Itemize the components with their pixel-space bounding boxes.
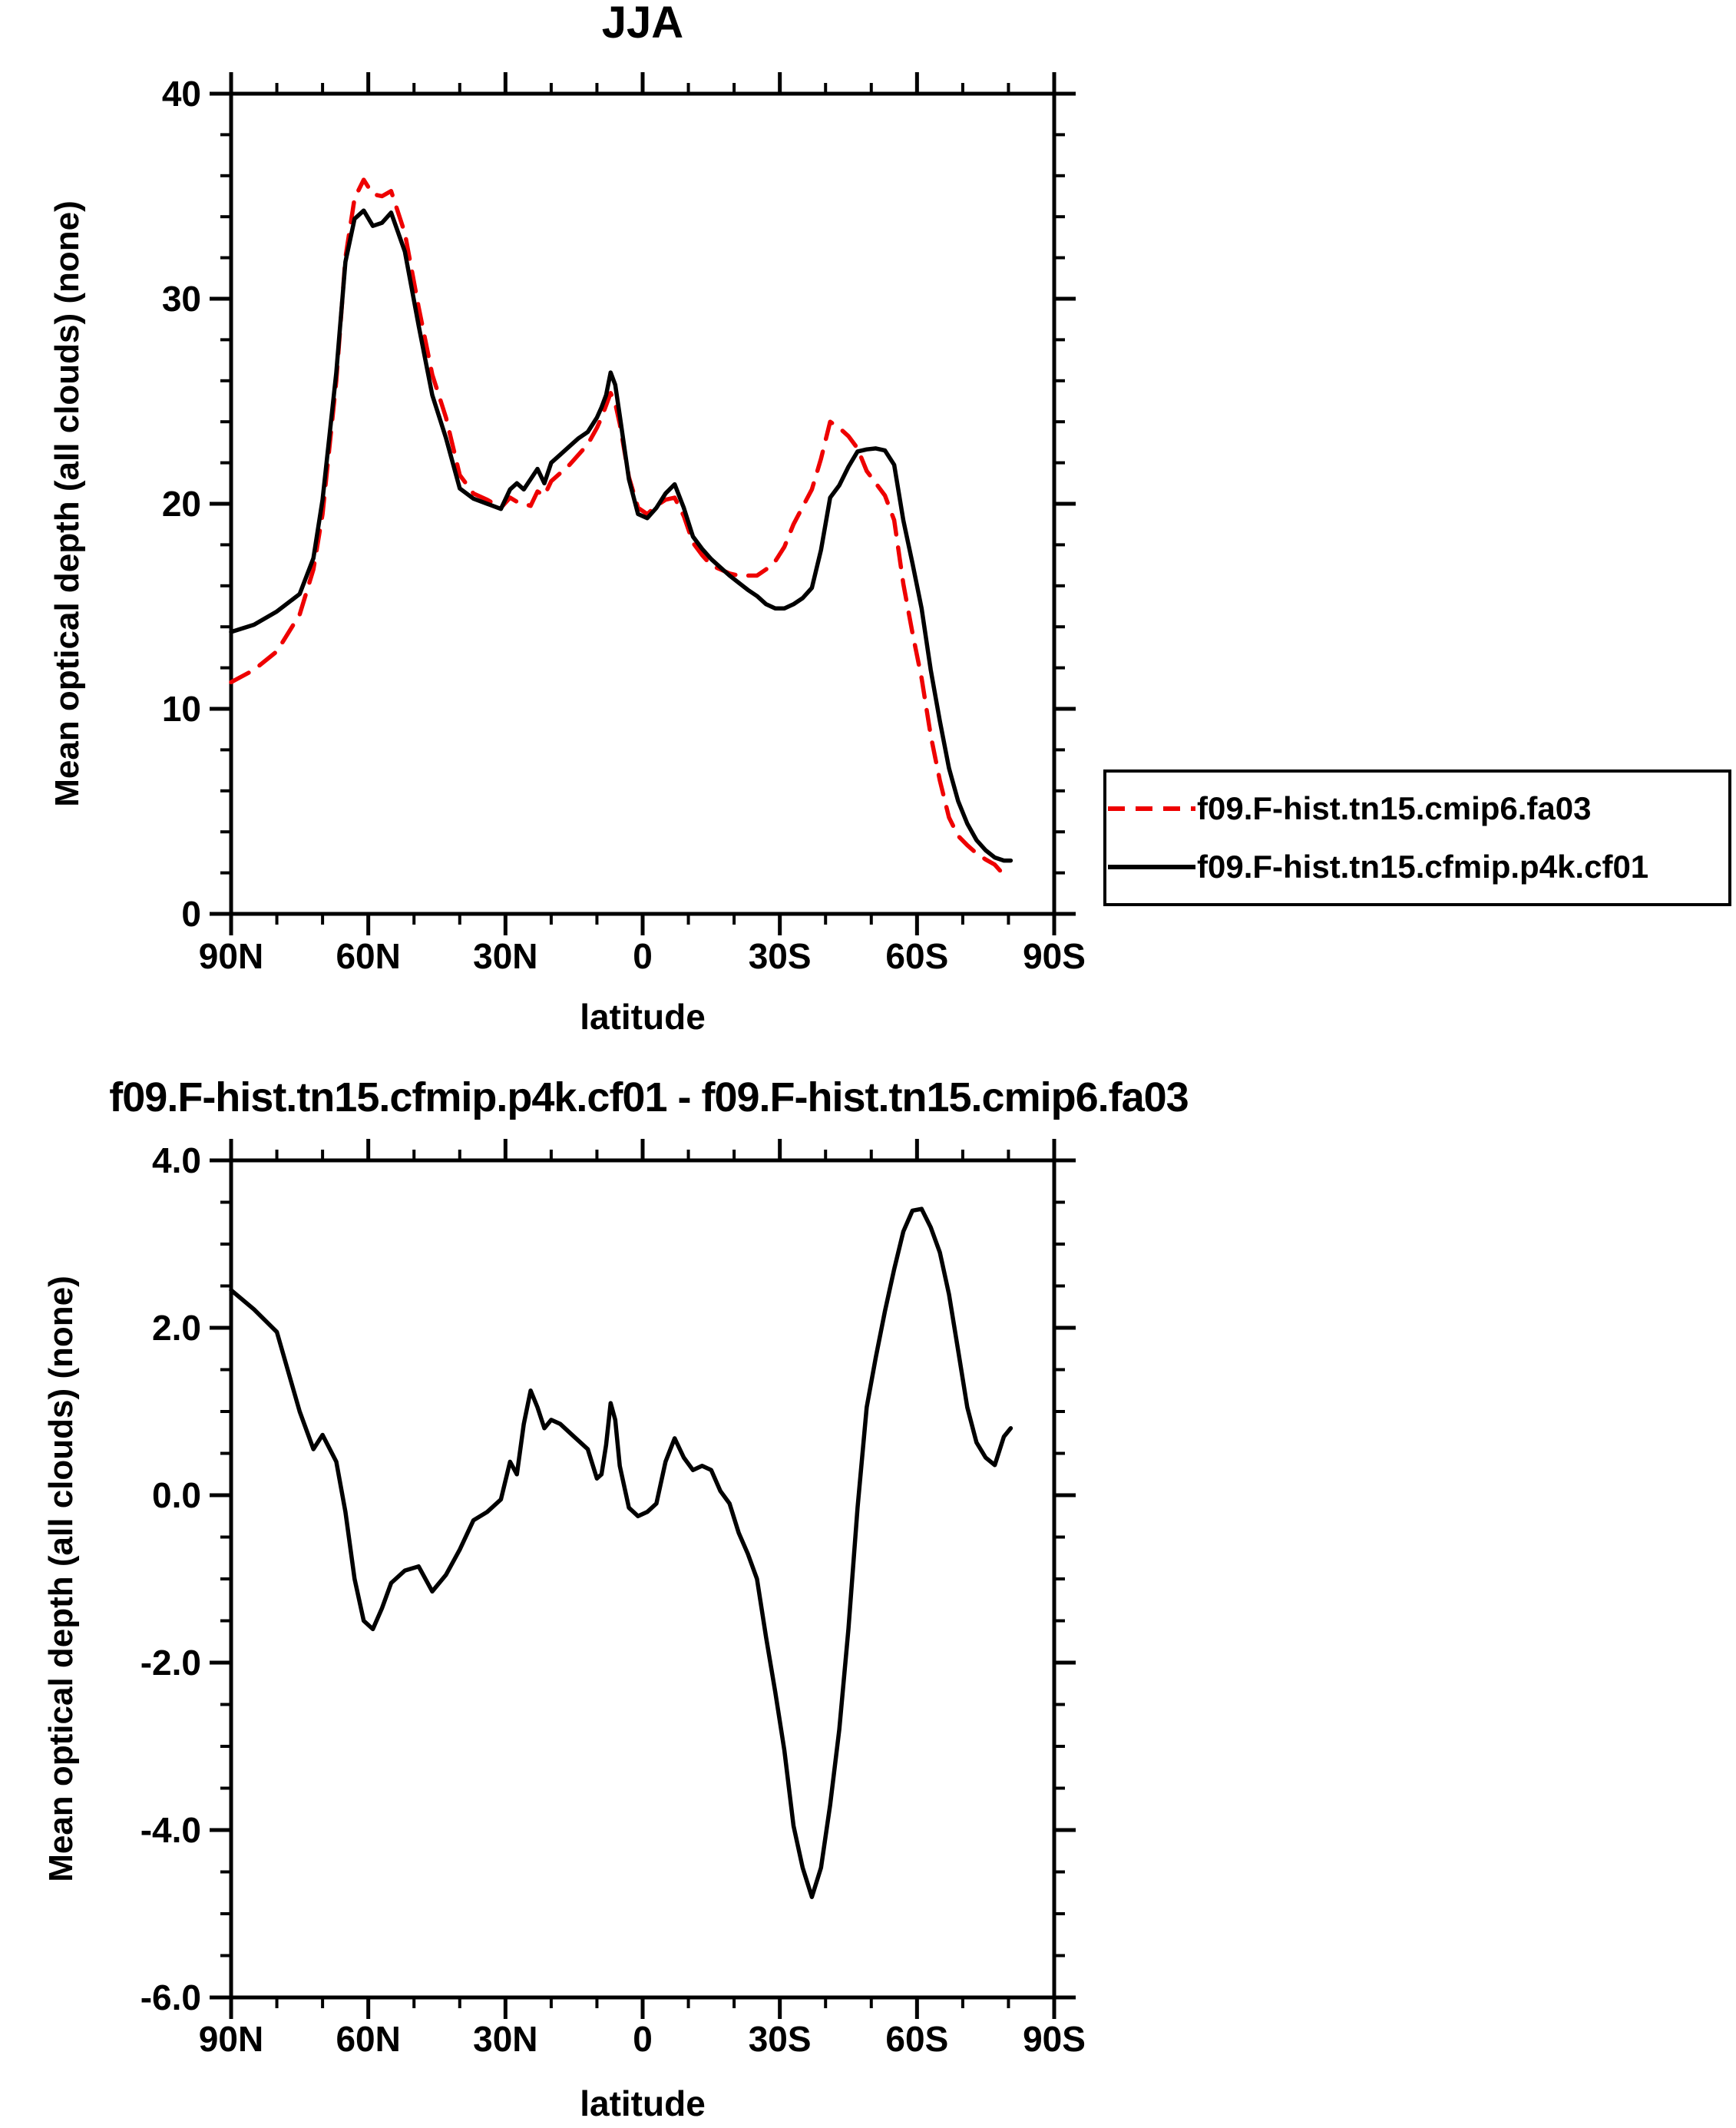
legend-box: f09.F-hist.tn15.cmip6.fa03 f09.F-hist.tn1… — [1103, 769, 1731, 906]
bottom-x-tick-label: 30N — [473, 2019, 538, 2059]
bottom-x-tick-label: 0 — [633, 2019, 653, 2059]
top-chart-y-axis-title: Mean optical depth (all clouds) (none) — [48, 200, 86, 807]
bottom-y-tick-label: 4.0 — [152, 1140, 201, 1180]
legend-entry-label: f09.F-hist.tn15.cmip6.fa03 — [1197, 789, 1592, 826]
top-y-tick-label: 30 — [161, 279, 201, 319]
bottom-x-tick-label: 90N — [198, 2019, 264, 2059]
top-series-line — [229, 208, 1013, 863]
top-series-line — [229, 177, 1013, 879]
legend-entry: f09.F-hist.tn15.cfmip.p4k.cf01 — [1106, 844, 1728, 890]
top-x-tick-label: 30S — [748, 936, 812, 976]
top-y-tick-label: 0 — [181, 894, 201, 934]
top-y-tick-label: 10 — [161, 689, 201, 729]
bottom-x-tick-label: 60S — [885, 2019, 949, 2059]
legend-entry-label: f09.F-hist.tn15.cfmip.p4k.cf01 — [1197, 849, 1649, 885]
legend-line-sample — [1108, 865, 1195, 870]
top-x-tick-label: 60S — [885, 936, 949, 976]
legend-entry: f09.F-hist.tn15.cmip6.fa03 — [1106, 786, 1728, 832]
bottom-chart-x-axis-title: latitude — [580, 2083, 706, 2123]
top-chart-x-axis-title: latitude — [580, 997, 706, 1037]
bottom-x-tick-label: 90S — [1023, 2019, 1086, 2059]
bottom-x-tick-label: 30S — [748, 2019, 812, 2059]
bottom-y-tick-label: 2.0 — [152, 1308, 201, 1348]
top-x-tick-label: 30N — [473, 936, 538, 976]
top-y-tick-label: 40 — [161, 74, 201, 114]
bottom-y-tick-label: -4.0 — [140, 1810, 201, 1850]
top-x-tick-label: 60N — [336, 936, 401, 976]
top-x-tick-label: 0 — [633, 936, 653, 976]
bottom-chart-title: f09.F-hist.tn15.cfmip.p4k.cf01 - f09.F-h… — [109, 1074, 1189, 1120]
bottom-series-line — [229, 1206, 1013, 1899]
bottom-y-tick-label: 0.0 — [152, 1475, 201, 1515]
bottom-y-tick-label: -2.0 — [140, 1643, 201, 1683]
bottom-x-tick-label: 60N — [336, 2019, 401, 2059]
top-x-tick-label: 90N — [198, 936, 264, 976]
bottom-y-tick-label: -6.0 — [140, 1977, 201, 2017]
top-x-tick-label: 90S — [1023, 936, 1086, 976]
top-y-tick-label: 20 — [161, 484, 201, 524]
bottom-chart-y-axis-title: Mean optical depth (all clouds) (none) — [42, 1276, 80, 1882]
legend-line-sample — [1108, 806, 1195, 811]
top-chart-title: JJA — [601, 0, 684, 48]
